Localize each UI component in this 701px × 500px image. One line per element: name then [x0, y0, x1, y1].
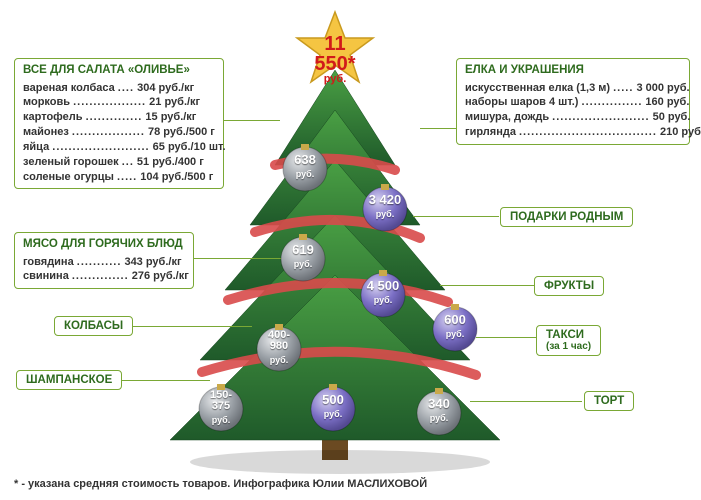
price-line: мишура, дождь ........................ 5…: [465, 110, 681, 125]
leader-line: [194, 258, 286, 259]
leader-line: [124, 326, 252, 327]
price-line: гирлянда ...............................…: [465, 125, 681, 140]
ornament-unit: руб.: [414, 413, 464, 423]
box-olivier: ВСЕ ДЛЯ САЛАТА «ОЛИВЬЕ» вареная колбаса .…: [14, 58, 224, 189]
ornament-unit: руб.: [280, 169, 330, 179]
tag-gifts: ПОДАРКИ РОДНЫМ: [500, 207, 633, 227]
box-meat: МЯСО ДЛЯ ГОРЯЧИХ БЛЮД говядина ..........…: [14, 232, 194, 289]
box-title: ВСЕ ДЛЯ САЛАТА «ОЛИВЬЕ»: [23, 63, 215, 79]
price-line: свинина .............. 276 руб./кг: [23, 269, 185, 284]
leader-line: [420, 128, 456, 129]
ornament-unit: руб.: [196, 415, 246, 425]
ornament-b150375: 150-375 руб.: [196, 382, 246, 432]
leader-line: [118, 380, 210, 381]
tag-fruits: ФРУКТЫ: [534, 276, 604, 296]
price-line: картофель .............. 15 руб./кг: [23, 110, 215, 125]
leader-line: [440, 285, 534, 286]
price-line: искусственная елка (1,3 м) ..... 3 000 р…: [465, 81, 681, 96]
leader-line: [476, 337, 536, 338]
tag-sub: (за 1 час): [546, 341, 591, 352]
price-line: яйца ........................ 65 руб./10…: [23, 140, 215, 155]
ornament-b500: 500 руб.: [308, 382, 358, 432]
tag-taxi: ТАКСИ(за 1 час): [536, 325, 601, 356]
price-line: морковь .................. 21 руб./кг: [23, 95, 215, 110]
price-line: майонез .................. 78 руб./500 г: [23, 125, 215, 140]
price-line: говядина ........... 343 руб./кг: [23, 255, 185, 270]
leader-line: [470, 401, 582, 402]
ornament-b4500: 4 500 руб.: [358, 268, 408, 318]
price-line: вареная колбаса .... 304 руб./кг: [23, 81, 215, 96]
ornament-value: 619: [278, 243, 328, 256]
ornament-value: 4 500: [358, 279, 408, 292]
total-price-unit: руб.: [302, 74, 368, 85]
ornament-unit: руб.: [308, 409, 358, 419]
ornament-b600: 600 руб.: [430, 302, 480, 352]
ornament-unit: руб.: [358, 295, 408, 305]
ornament-b638: 638 руб.: [280, 142, 330, 192]
box-title: ЕЛКА И УКРАШЕНИЯ: [465, 63, 681, 79]
box-tree-decorations: ЕЛКА И УКРАШЕНИЯ искусственная елка (1,3 …: [456, 58, 690, 145]
box-title: МЯСО ДЛЯ ГОРЯЧИХ БЛЮД: [23, 237, 185, 253]
ornament-value: 638: [280, 153, 330, 166]
total-price-value: 11 550*: [302, 34, 368, 74]
leader-line: [224, 120, 280, 121]
tag-champ: ШАМПАНСКОЕ: [16, 370, 122, 390]
ornament-value: 150-375: [196, 390, 246, 412]
ornament-value: 400-980: [254, 330, 304, 352]
ornament-b3420: 3 420 руб.: [360, 182, 410, 232]
ornament-unit: руб.: [360, 209, 410, 219]
total-price-star: 11 550* руб.: [302, 34, 368, 85]
price-line: зеленый горошек ... 51 руб./400 г: [23, 155, 215, 170]
tag-cake: ТОРТ: [584, 391, 634, 411]
price-line: наборы шаров 4 шт.) ............... 160 …: [465, 95, 681, 110]
ornament-b400980: 400-980 руб.: [254, 322, 304, 372]
leader-line: [413, 216, 499, 217]
ornament-unit: руб.: [254, 355, 304, 365]
ornament-value: 500: [308, 393, 358, 406]
ornament-unit: руб.: [278, 259, 328, 269]
tag-sausage: КОЛБАСЫ: [54, 316, 133, 336]
price-line: соленые огурцы ..... 104 руб./500 г: [23, 170, 215, 185]
ornament-value: 600: [430, 313, 480, 326]
footnote: * - указана средняя стоимость товаров. И…: [14, 478, 427, 490]
ornament-value: 3 420: [360, 193, 410, 206]
ornament-value: 340: [414, 397, 464, 410]
ornament-b619: 619 руб.: [278, 232, 328, 282]
ornament-unit: руб.: [430, 329, 480, 339]
ornament-b340: 340 руб.: [414, 386, 464, 436]
